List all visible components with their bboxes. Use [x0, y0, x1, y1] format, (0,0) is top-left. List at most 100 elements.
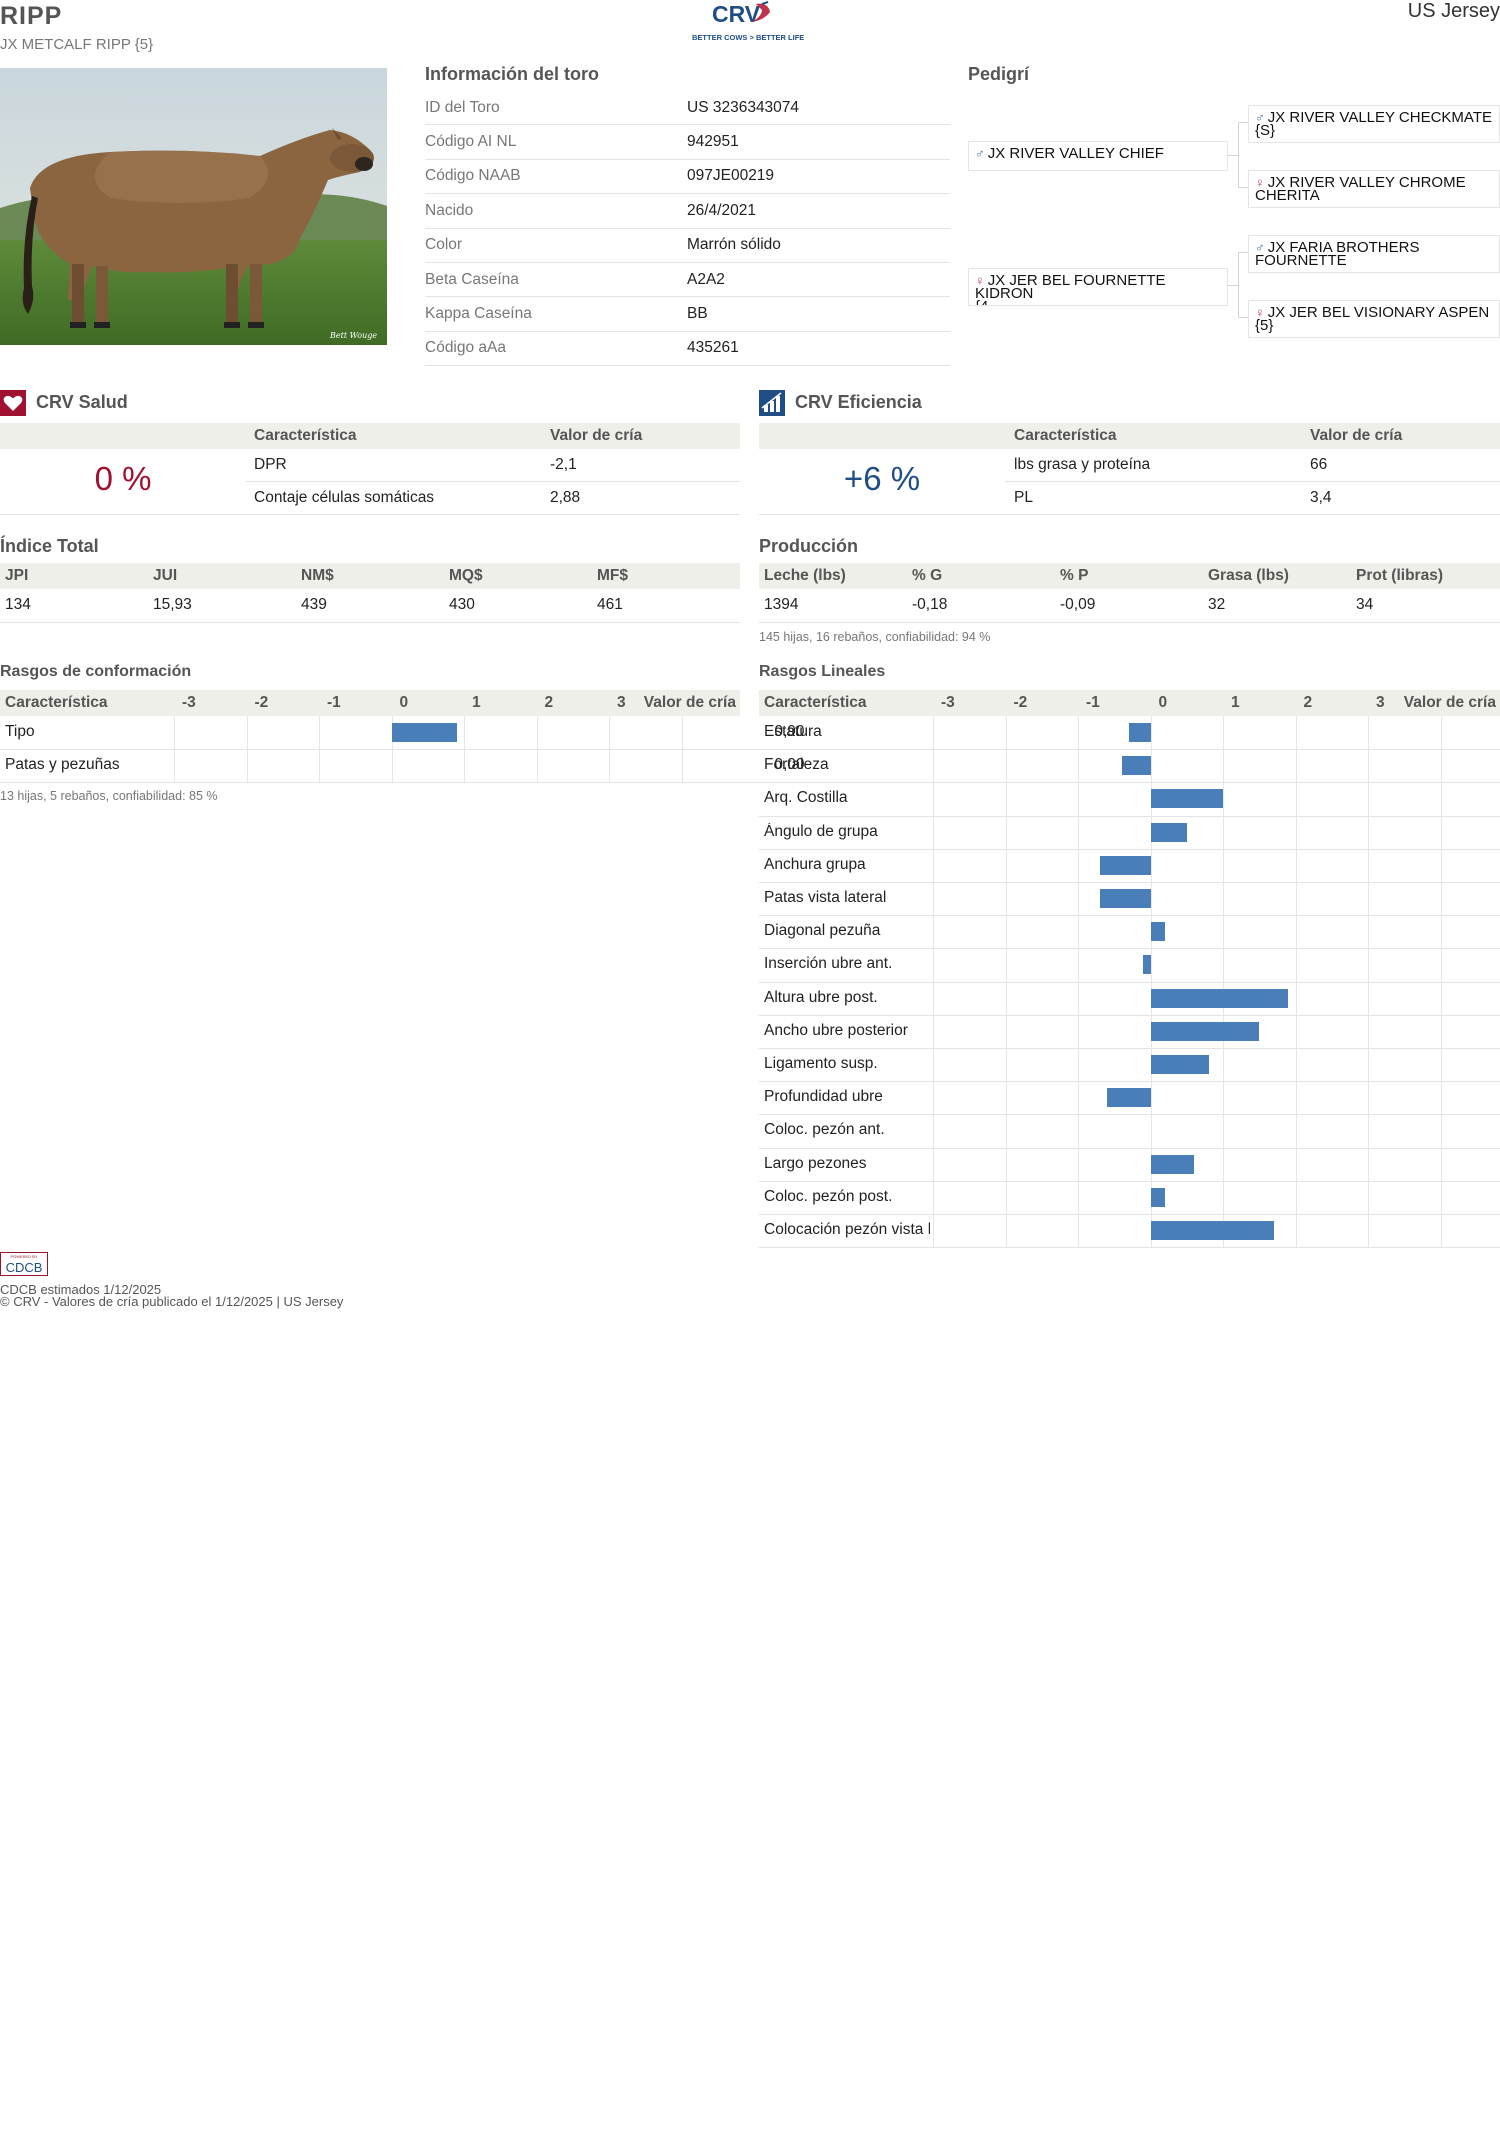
lineales-trait-value: -0,70: [1441, 889, 1500, 907]
info-section-title: Información del toro: [425, 64, 600, 84]
lineales-trait-label: Coloc. pezón post.: [764, 1187, 893, 1205]
pedigree-connector: [1228, 285, 1238, 286]
bull-full-name: JX METCALF RIPP {5}: [0, 36, 154, 53]
lineales-trait-label: Inserción ubre ant.: [764, 955, 893, 973]
logo-swoosh: [752, 3, 770, 23]
info-value: 26/4/2021: [687, 201, 756, 219]
eficiencia-row-value: 3,4: [1310, 489, 1332, 506]
bull-photo: Bett Wouge: [0, 68, 387, 345]
lineales-row-divider: [759, 749, 1500, 751]
lineales-trait-bar: [1150, 1187, 1165, 1207]
conformacion-col-char: Característica: [5, 694, 108, 711]
female-icon: ♀: [1255, 305, 1265, 320]
lineales-trait-bar: [1107, 1088, 1151, 1108]
lineales-trait-label: Altura ubre post.: [764, 988, 878, 1006]
indice-value: 461: [597, 596, 623, 613]
salud-percentage: 0 %: [94, 460, 152, 497]
conformacion-trait-label: Tipo: [5, 723, 35, 740]
pedigree-connector: [1238, 252, 1239, 317]
lineales-trait-bar: [1128, 723, 1151, 742]
salud-title: CRV Salud: [36, 392, 128, 412]
pedigree-connector: [1238, 317, 1248, 318]
lineales-trait-value: 0,20: [1441, 1188, 1500, 1206]
info-row-beta-casein: Beta Caseína A2A2: [425, 263, 950, 298]
lineales-trait-value: 0,00: [1441, 1121, 1500, 1139]
divider: [1005, 481, 1500, 482]
pedigree-title: Pedigrí: [968, 64, 1030, 84]
conformacion-row-divider: [0, 782, 809, 784]
conformacion-scale-tick: -3: [182, 694, 196, 711]
pedigree-connector: [1238, 122, 1248, 123]
lineales-scale-tick: -3: [941, 694, 955, 711]
lineales-row-divider: [759, 848, 1500, 850]
info-row-aaa-code: Código aAa 435261: [425, 332, 950, 367]
lineales-trait-bar: [1150, 1055, 1209, 1074]
conformacion-note: 13 hijas, 5 rebaños, confiabilidad: 85 %: [0, 789, 218, 803]
eficiencia-col-char: Característica: [1014, 427, 1117, 444]
lineales-trait-value: -0,60: [1441, 1088, 1500, 1106]
info-value: US 3236343074: [687, 98, 800, 116]
info-row-kappa-casein: Kappa Caseína BB: [425, 297, 950, 332]
pedigree-sire: ♂ JX RIVER VALLEY CHIEF: [968, 141, 1228, 171]
produccion-header: Leche (lbs): [764, 567, 846, 584]
produccion-header: % P: [1060, 567, 1089, 584]
lineales-trait-bar: [1150, 1154, 1194, 1174]
conformacion-title: Rasgos de conformación: [0, 663, 192, 680]
produccion-title: Producción: [759, 536, 859, 556]
lineales-trait-bar: [1150, 988, 1289, 1008]
salud-row-value: 2,88: [550, 489, 581, 506]
crv-logo: CRV BETTER COWS > BETTER LIFE: [690, 0, 812, 46]
salud-col-char: Característica: [254, 427, 357, 444]
pedigree-dam-sire-name: JX FARIA BROTHERS FOURNETTE: [1255, 239, 1420, 269]
eficiencia-title: CRV Eficiencia: [795, 392, 922, 412]
footer-cdcb-estimates: CDCB estimados 1/12/2025: [0, 1282, 162, 1297]
conformacion-trait-bar: [391, 723, 457, 742]
pedigree-dam-sire: ♂ JX FARIA BROTHERS FOURNETTE: [1248, 235, 1500, 273]
male-icon: ♂: [975, 146, 985, 161]
salud-col-val: Valor de cría: [550, 427, 643, 444]
info-value: A2A2: [687, 270, 725, 288]
produccion-value: -0,18: [912, 596, 948, 613]
lineales-row-divider: [759, 981, 1500, 983]
lineales-trait-value: 1,90: [1441, 989, 1500, 1007]
lineales-row-divider: [759, 1048, 1500, 1049]
info-label: Código AI NL: [425, 133, 517, 151]
eficiencia-table-header: [759, 423, 1500, 449]
heart-icon: [0, 390, 26, 416]
lineales-trait-value: -0,30: [1441, 723, 1500, 741]
conformacion-row-divider: [0, 749, 809, 751]
conformacion-scale-tick: 0: [399, 694, 409, 711]
lineales-scale-tick: 0: [1158, 694, 1168, 711]
lineales-trait-value: -0,10: [1441, 955, 1500, 973]
indice-title: Índice Total: [0, 536, 99, 556]
pedigree-sire-dam: ♀ JX RIVER VALLEY CHROME CHERITA: [1248, 170, 1500, 208]
indice-header: NM$: [301, 567, 334, 584]
indice-value: 15,93: [153, 596, 192, 613]
lineales-trait-value: -0,70: [1441, 856, 1500, 874]
info-row-ai-code: Código AI NL 942951: [425, 125, 950, 160]
indice-header: MF$: [597, 567, 628, 584]
lineales-row-divider: [759, 1180, 1500, 1182]
lineales-row-divider: [759, 782, 1500, 784]
lineales-trait-value: 0,20: [1441, 922, 1500, 940]
conformacion-scale-tick: 1: [472, 694, 481, 711]
conformacion-scale-tick: -2: [254, 694, 269, 711]
lineales-trait-value: 1,50: [1441, 1022, 1500, 1040]
cdcb-badge-main: CDCB: [6, 1260, 43, 1275]
indice-header: JUI: [153, 567, 178, 584]
lineales-trait-label: Estatura: [764, 723, 822, 740]
lineales-trait-label: Fortaleza: [764, 756, 829, 774]
lineales-row-divider: [759, 1214, 1500, 1215]
lineales-trait-value: 1,70: [1441, 1221, 1500, 1239]
info-row-color: Color Marrón sólido: [425, 229, 950, 263]
lineales-trait-bar: [1150, 1021, 1260, 1041]
info-value: Marrón sólido: [687, 236, 781, 254]
footer-copyright: © CRV - Valores de cría publicado el 1/1…: [0, 1294, 344, 1309]
divider: [759, 622, 1500, 623]
lineales-trait-value: 1,00: [1441, 789, 1500, 807]
eficiencia-row-label: lbs grasa y proteína: [1014, 456, 1151, 473]
conformacion-header: [0, 690, 740, 716]
lineales-header: [759, 690, 1500, 716]
produccion-table-header: [759, 563, 1500, 589]
lineales-trait-bar: [1099, 855, 1151, 875]
